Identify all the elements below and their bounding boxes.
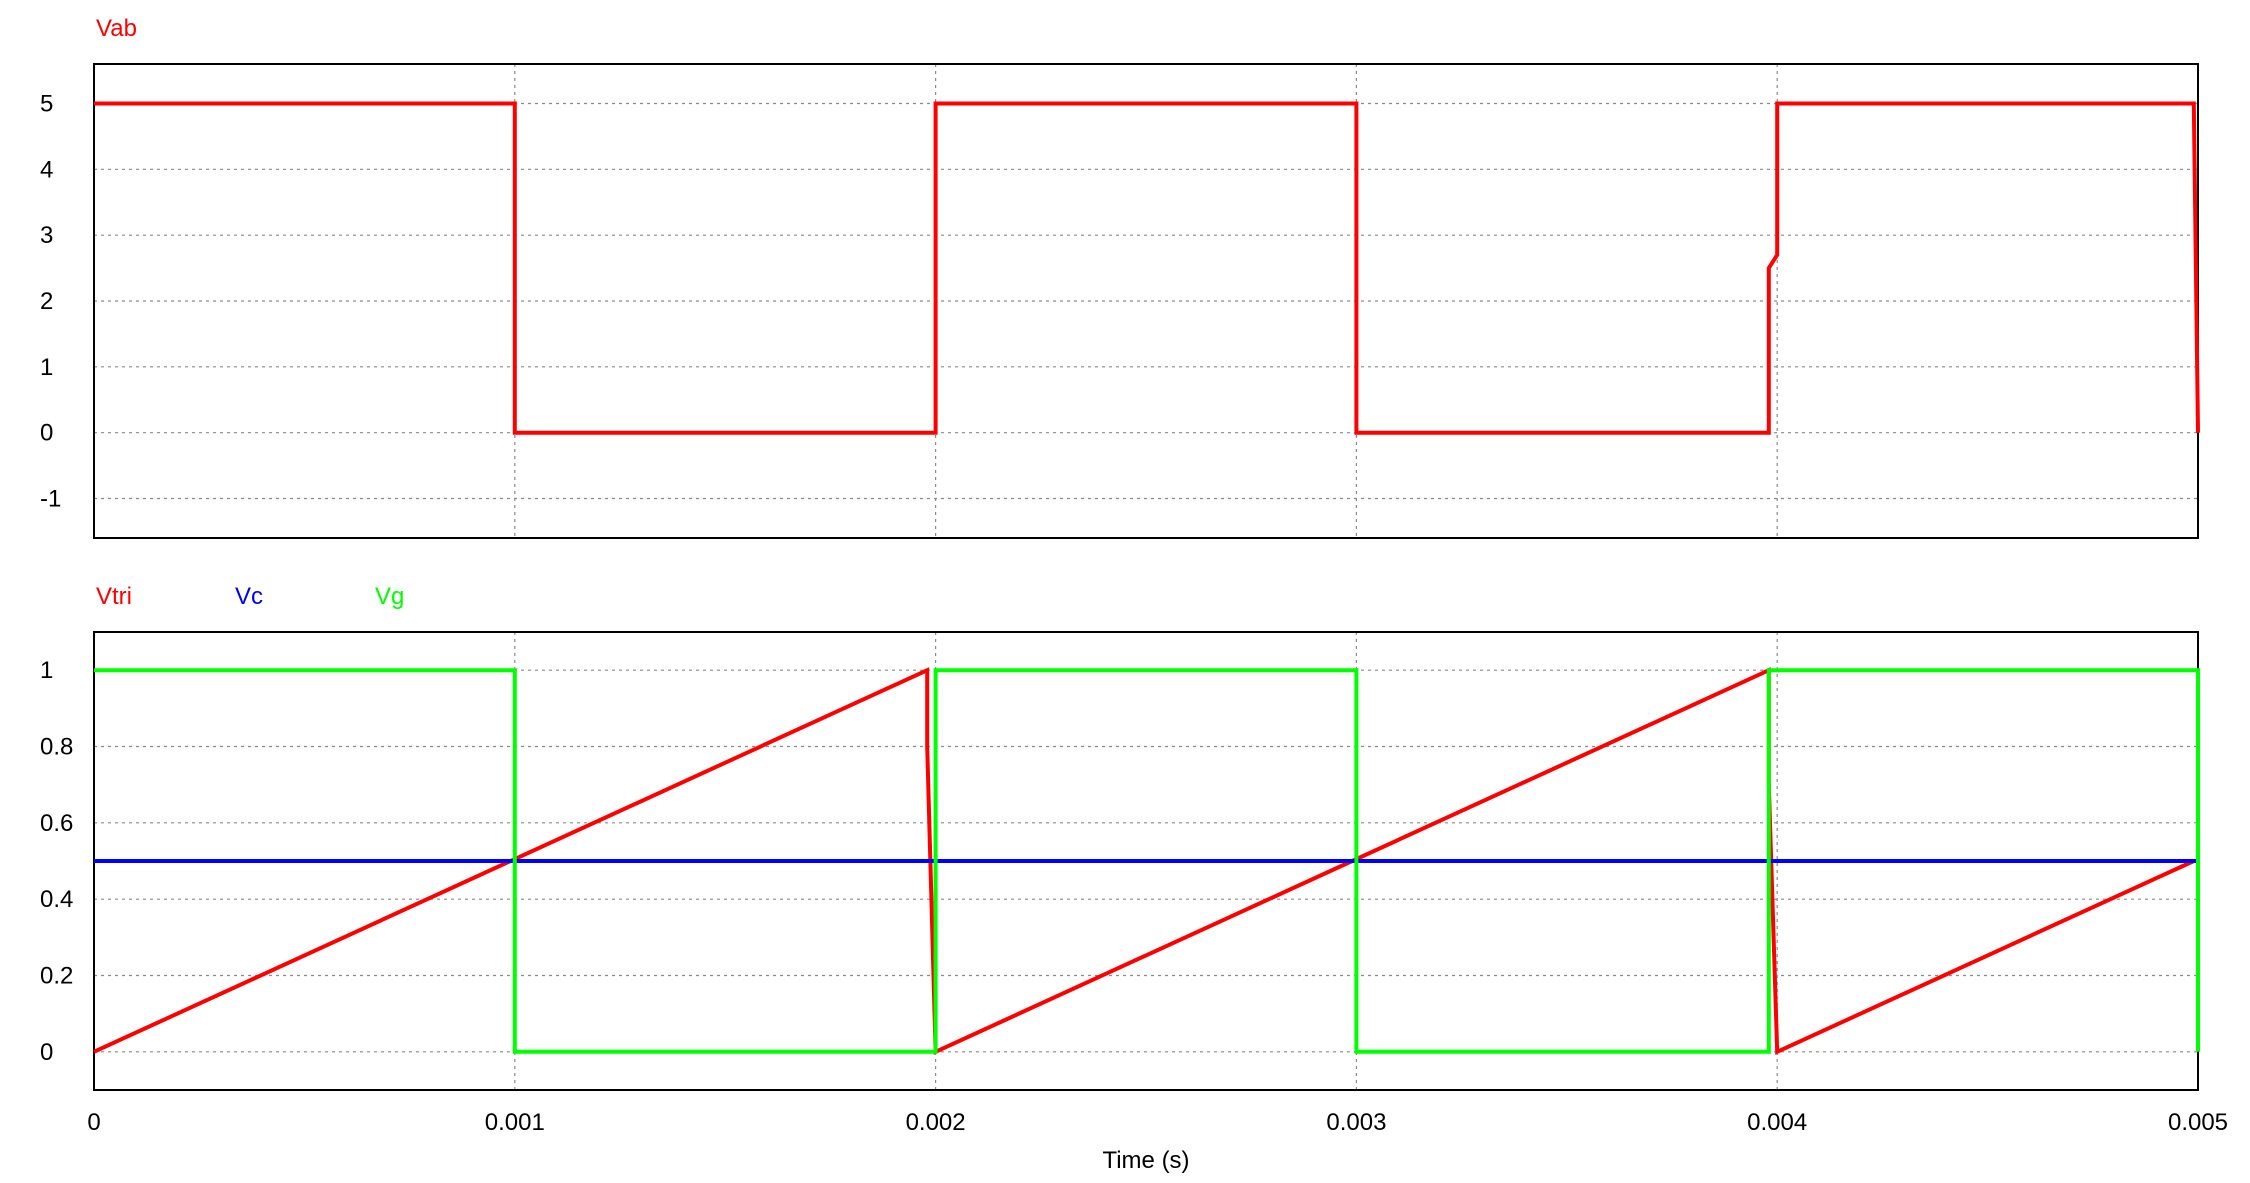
- x-tick-label: 0: [87, 1109, 100, 1136]
- y-tick-label: 0: [40, 1039, 53, 1066]
- legend-label-vab: Vab: [96, 15, 137, 42]
- legend-label-vc: Vc: [235, 583, 263, 610]
- x-tick-label: 0.002: [906, 1109, 966, 1136]
- y-tick-label: 3: [40, 222, 53, 249]
- series-line-vg: [94, 668, 2200, 1054]
- x-axis-title: Time (s): [1102, 1147, 1189, 1174]
- x-tick-label: 0.001: [485, 1109, 545, 1136]
- y-tick-label: 0.4: [40, 886, 73, 913]
- y-tick-label: 0.6: [40, 810, 73, 837]
- y-tick-label: 0.2: [40, 963, 73, 990]
- x-tick-label: 0.005: [2168, 1109, 2228, 1136]
- y-tick-label: 2: [40, 288, 53, 315]
- legend-label-vg: Vg: [375, 583, 404, 610]
- y-tick-label: 0.8: [40, 734, 73, 761]
- y-tick-label: 0: [40, 420, 53, 447]
- series-line-vab: [94, 101, 2200, 435]
- y-tick-label: 5: [40, 91, 53, 118]
- legend-label-vtri: Vtri: [96, 583, 132, 610]
- y-tick-label: 1: [40, 354, 53, 381]
- x-tick-label: 0.003: [1326, 1109, 1386, 1136]
- y-tick-label: 4: [40, 156, 53, 183]
- x-tick-label: 0.004: [1747, 1109, 1807, 1136]
- y-tick-label: -1: [40, 486, 61, 513]
- y-tick-label: 1: [40, 657, 53, 684]
